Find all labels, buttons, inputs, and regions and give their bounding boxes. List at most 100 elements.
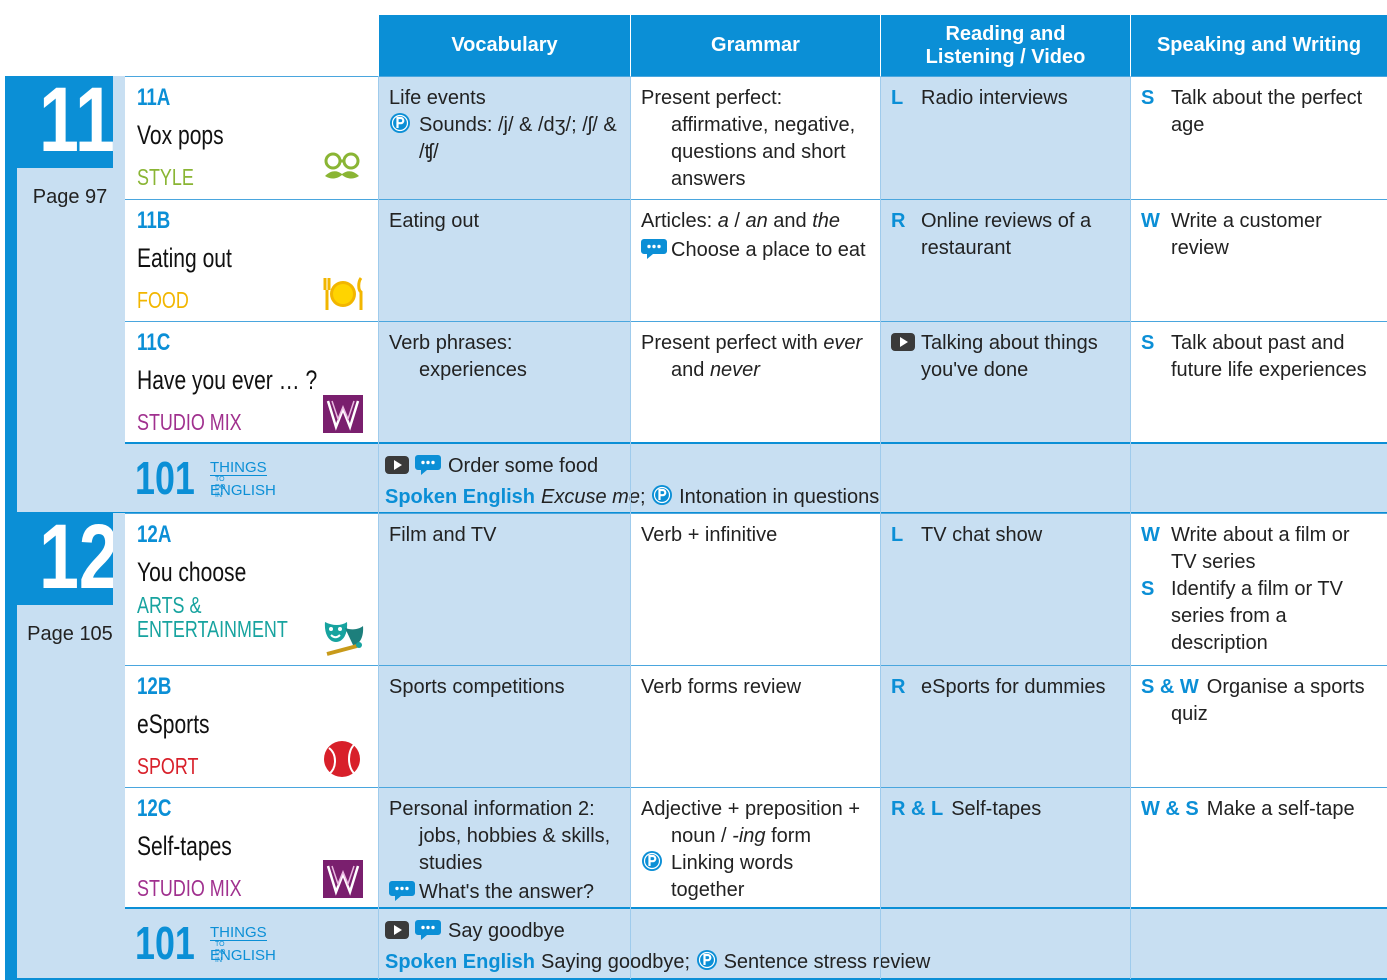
paragraph: Verb phrases: experiences <box>389 330 620 384</box>
speech-icon <box>415 920 441 940</box>
lesson-icon <box>323 740 365 785</box>
text: Present perfect: affirmative, negative, … <box>641 87 856 190</box>
pronunciation-icon <box>696 950 717 970</box>
row-divider <box>125 665 1387 666</box>
paragraph: Verb forms review <box>641 674 870 701</box>
paragraph: Present perfect with ever and never <box>641 330 870 384</box>
lesson-icon <box>323 274 365 319</box>
vocabulary-cell: Life events Sounds: /j/ & /dʒ/; /ʃ/ & /ʧ/ <box>378 76 630 199</box>
paragraph: Verb + infinitive <box>641 522 870 549</box>
tag: S <box>1141 87 1155 109</box>
text: Write about a film or TV series <box>1171 524 1350 573</box>
text: Life events <box>389 87 486 109</box>
text: Order some food <box>448 455 599 477</box>
lesson-category: STUDIO MIX <box>137 409 242 435</box>
vocabulary-cell: Verb phrases: experiences <box>378 321 630 442</box>
speaking-cell: S Talk about past and future life experie… <box>1130 321 1387 442</box>
unit-stripe <box>5 513 17 979</box>
text: and <box>671 359 710 381</box>
tag: S <box>1141 578 1155 600</box>
lesson-icon <box>323 395 365 440</box>
logo-line1: THINGS <box>210 459 267 476</box>
things-line: Spoken English Excuse me; Intonation in q… <box>385 482 879 513</box>
reading-cell: R & L Self-tapes <box>880 787 1130 907</box>
lesson-icon <box>323 152 365 197</box>
logo-number: 101 <box>135 452 195 504</box>
icon <box>389 112 419 134</box>
lesson-cell: 11C Have you ever … ? STUDIO MIX <box>125 321 378 442</box>
column-header: Reading and Listening / Video <box>880 15 1130 76</box>
lesson-cell: 11B Eating out FOOD <box>125 199 378 321</box>
text: Talk about past and future life experien… <box>1171 332 1367 381</box>
grammar-cell: Adjective + preposition + noun / -ing fo… <box>630 787 880 907</box>
page-ref: Page 97 <box>32 186 108 208</box>
paragraph: W & S Make a self-tape <box>1141 796 1377 823</box>
paragraph: S & W Organise a sports quiz <box>1141 674 1377 728</box>
text: eSports for dummies <box>921 676 1106 698</box>
lesson-category: STUDIO MIX <box>137 875 242 901</box>
paragraph: L Radio interviews <box>891 85 1120 112</box>
lesson-code: 12C <box>137 795 172 822</box>
reading-cell: Talking about things you've done <box>880 321 1130 442</box>
icon <box>385 455 409 475</box>
text: TV chat show <box>921 524 1043 546</box>
tag: L <box>891 87 904 109</box>
row-divider <box>125 199 1387 200</box>
pronunciation-icon <box>642 851 662 871</box>
vocabulary-cell: Sports competitions <box>378 665 630 787</box>
lesson-category: ARTS & ENTERTAINMENT <box>137 592 288 642</box>
text: What's the answer? <box>419 881 595 903</box>
lesson-icon-image <box>324 741 360 777</box>
speech-icon <box>415 455 441 475</box>
lesson-title: Vox pops <box>137 120 224 150</box>
unit-number-block: 11 <box>5 76 113 168</box>
paragraph: L TV chat show <box>891 522 1120 549</box>
logo-number: 101 <box>135 917 195 969</box>
things-row: 101 THINGS TO DO IN ENGLISH Order some food S… <box>125 442 1387 513</box>
paragraph: W Write a customer review <box>1141 208 1377 262</box>
text: Talking about things you've done <box>921 332 1098 381</box>
row-divider <box>125 76 1387 77</box>
tag: Spoken English <box>385 486 536 508</box>
speaking-cell: W Write about a film or TV series S Identif… <box>1130 513 1387 665</box>
text: Sentence stress review <box>723 951 931 973</box>
italic-text: -ing <box>732 825 766 847</box>
speaking-cell: W Write a customer review <box>1130 199 1387 321</box>
column-header: Vocabulary <box>378 15 630 76</box>
paragraph: Sports competitions <box>389 674 620 701</box>
grammar-cell: Verb + infinitive <box>630 513 880 665</box>
italic-text: Excuse me <box>541 486 640 508</box>
tag: W <box>1141 210 1160 232</box>
column-divider <box>1130 76 1131 979</box>
things-line: Spoken English Saying goodbye; Sentence s… <box>385 947 930 978</box>
lesson-icon-image <box>323 395 363 433</box>
text: Sports competitions <box>389 676 565 698</box>
row-divider <box>125 513 1387 514</box>
icon <box>389 877 419 901</box>
paragraph: Life events <box>389 85 620 112</box>
paragraph: R & L Self-tapes <box>891 796 1120 823</box>
lesson-category: STYLE <box>137 164 194 190</box>
things-line: Say goodbye <box>385 916 930 947</box>
tag: W & S <box>1141 798 1199 820</box>
text: Write a customer review <box>1171 210 1322 259</box>
text: Organise a sports quiz <box>1171 676 1365 725</box>
lesson-code: 12A <box>137 521 172 548</box>
text: Radio interviews <box>921 87 1068 109</box>
text: Eating out <box>389 210 480 232</box>
paragraph: Present perfect: affirmative, negative, … <box>641 85 870 193</box>
reading-cell: L Radio interviews <box>880 76 1130 199</box>
paragraph: Adjective + preposition + noun / -ing fo… <box>641 796 870 850</box>
logo-line2: TO DO IN <box>215 476 226 499</box>
lesson-cell: 12C Self-tapes STUDIO MIX <box>125 787 378 907</box>
speech-icon <box>641 239 667 259</box>
lesson-cell: 11A Vox pops STYLE <box>125 76 378 199</box>
paragraph: Articles: a / an and the <box>641 208 870 235</box>
lesson-icon-image <box>323 277 363 310</box>
column-divider <box>378 76 379 979</box>
text: Identify a film or TV series from a desc… <box>1171 578 1343 654</box>
tag: W <box>1141 524 1160 546</box>
icon <box>385 920 409 940</box>
